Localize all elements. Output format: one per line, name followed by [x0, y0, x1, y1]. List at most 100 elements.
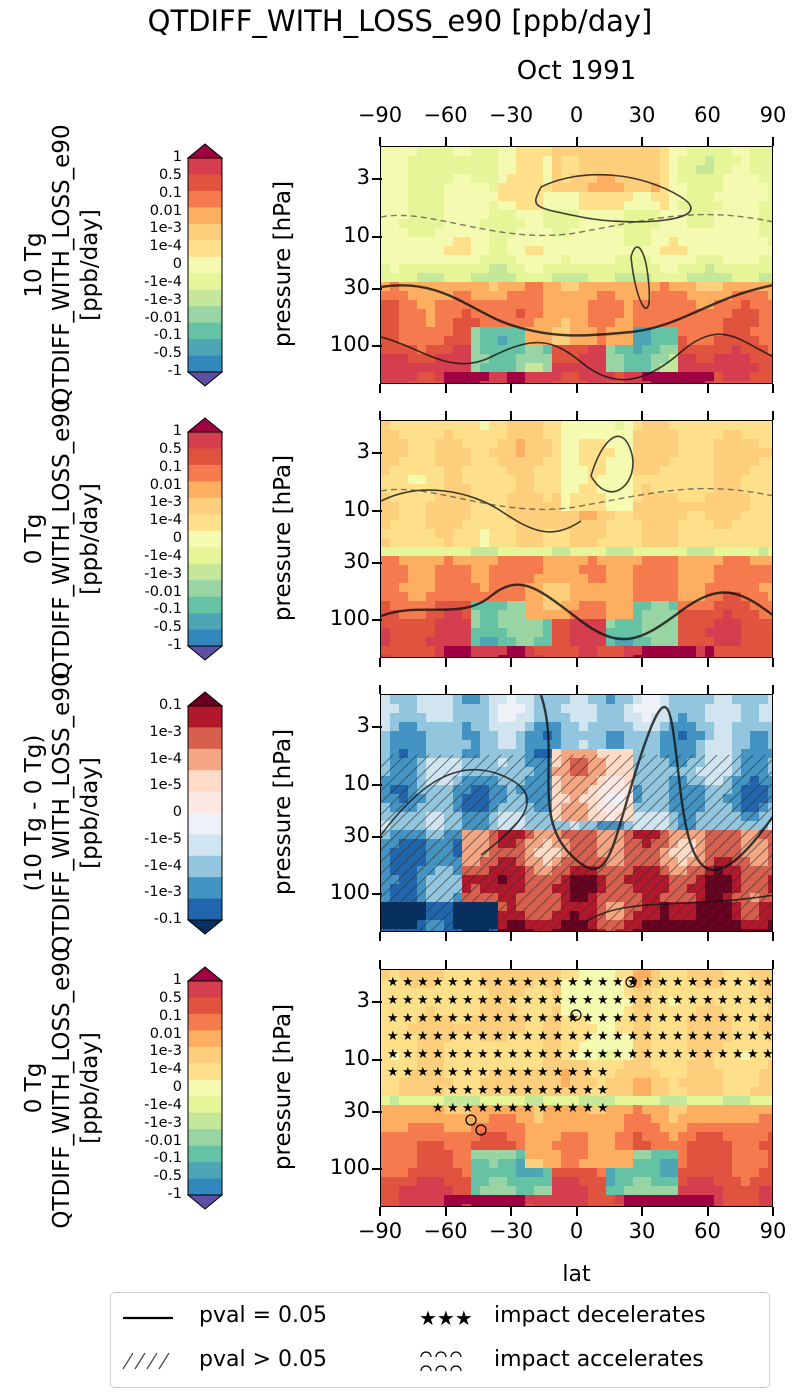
panel-2-y-tick-mark-3	[372, 619, 382, 622]
panel-2-colorbar-tick-7: -1e-4	[144, 547, 182, 564]
panel-4-x-tick-mark-top-5	[706, 960, 709, 969]
panel-2-x-tick-mark-bot-1	[444, 658, 447, 667]
panel-2-x-tick-mark-bot-5	[706, 658, 709, 667]
panel-2-y-tick-mark-2	[372, 561, 382, 564]
legend-label-accelerates: impact accelerates	[494, 1347, 704, 1372]
legend-circles-symbol	[420, 1351, 462, 1372]
panel-3-colorbar-tick-4: 0	[172, 804, 182, 820]
panel-2-colorbar-tick-4: 1e-3	[149, 494, 182, 511]
panel-1-row-label-line-2: [ppb/day]	[77, 209, 103, 321]
panel-4-x-tick-mark-bot-4	[641, 1207, 643, 1216]
panel-3-colorbar-tick-2: 1e-4	[149, 750, 182, 767]
panel-1-x-tick-mark-top-0	[379, 137, 381, 146]
panel-3-y-tick-mark-0	[372, 726, 382, 729]
figure-title: QTDIFF_WITH_LOSS_e90 [ppb/day]	[147, 4, 653, 38]
panel-3-x-tick-mark-top-0	[379, 685, 381, 694]
panel-2-colorbar-tick-11: -0.5	[153, 619, 182, 636]
panel-4-x-tick-mark-top-6	[772, 960, 774, 969]
panel-1-colorbar-tick-5: 1e-4	[149, 238, 182, 255]
legend: ★★★ pval = 0.05 pval > 0.05 impact decel…	[110, 1292, 770, 1388]
panel-4-x-tick-mark-bot-2	[510, 1207, 512, 1216]
panel-2-field	[381, 421, 772, 657]
panel-4-colorbar-tick-4: 1e-3	[149, 1043, 182, 1060]
panel-1-colorbar-tick-4: 1e-3	[149, 220, 182, 237]
panel-4-x-tick-mark-bot-5	[706, 1207, 709, 1216]
panel-2-x-tick-mark-top-3	[575, 411, 578, 420]
panel-3-colorbar-tick-5: -1e-5	[144, 830, 182, 847]
panel-3-colorbar-tick-7: -1e-3	[144, 884, 182, 901]
panel-1-x-tick-mark-bot-1	[444, 384, 447, 393]
panel-3-x-tick-mark-bot-1	[444, 932, 447, 941]
panel-4-y-tick-mark-1	[372, 1058, 382, 1061]
panel-2-colorbar-tick-12: -1	[167, 637, 182, 653]
panel-2-row-label-line-2: [ppb/day]	[77, 483, 103, 595]
panel-4-x-tick-2: −30	[488, 1219, 534, 1243]
legend-label-decelerates: impact decelerates	[494, 1303, 706, 1328]
panel-3-row-label-line-0: (10 Tg - 0 Tg)	[21, 734, 47, 892]
panel-2-y-tick-2: 30	[343, 548, 370, 573]
panel-2-colorbar-tick-5: 1e-4	[149, 512, 182, 529]
panel-1-colorbar	[187, 143, 223, 387]
panel-3-x-tick-mark-top-4	[641, 685, 643, 694]
panel-1-x-tick-1: −60	[423, 103, 468, 127]
panel-4-x-tick-3: 0	[569, 1219, 584, 1243]
panel-1-plot-area	[380, 146, 773, 384]
panel-2-x-tick-mark-top-0	[379, 411, 381, 420]
panel-3-x-tick-mark-top-3	[575, 685, 578, 694]
panel-2-colorbar-tick-9: -0.01	[144, 583, 182, 600]
panel-4-x-tick-mark-top-2	[510, 960, 512, 969]
panel-2-row-label-line-1: QTDIFF_WITH_LOSS_e90	[49, 398, 75, 680]
panel-1-field	[381, 147, 772, 383]
panel-2-y-tick-mark-0	[372, 452, 382, 455]
panel-2-y-tick-0: 3	[356, 439, 370, 464]
panel-1-colorbar-tick-9: -0.01	[144, 309, 182, 326]
panel-4-x-tick-mark-top-1	[444, 960, 447, 969]
panel-4-colorbar-tick-11: -0.5	[153, 1168, 182, 1185]
panel-1-colorbar-tick-6: 0	[172, 256, 182, 272]
panel-2-plot-area	[380, 420, 773, 658]
panel-1-x-tick-mark-bot-2	[510, 384, 512, 393]
panel-1-x-tick-mark-bot-4	[641, 384, 643, 393]
panel-2-colorbar-tick-3: 0.01	[149, 476, 182, 493]
panel-4-y-tick-mark-2	[372, 1110, 382, 1113]
panel-1-x-tick-0: −90	[357, 103, 403, 127]
panel-4-colorbar-tick-10: -0.1	[153, 1150, 182, 1167]
panel-4-x-tick-mark-bot-6	[772, 1207, 774, 1216]
panel-2-colorbar	[187, 417, 223, 661]
x-axis-label: lat	[562, 1262, 591, 1287]
panel-3-colorbar-tick-6: -1e-4	[144, 857, 182, 874]
panel-2-y-tick-3: 100	[329, 606, 370, 631]
panel-1-x-tick-mark-top-4	[641, 137, 643, 146]
panel-2-colorbar-tick-1: 0.5	[158, 440, 182, 457]
panel-2-y-axis-label: pressure [hPa]	[270, 454, 296, 622]
panel-4-colorbar-tick-7: -1e-4	[144, 1096, 182, 1113]
panel-3-row-label: (10 Tg - 0 Tg) QTDIFF_WITH_LOSS_e90 [ppb/d…	[20, 663, 104, 963]
panel-3-colorbar-tick-1: 1e-3	[149, 723, 182, 740]
panel-3-y-tick-1: 10	[343, 770, 370, 795]
panel-2-x-tick-mark-bot-4	[641, 658, 643, 667]
panel-1-colorbar-tick-10: -0.1	[153, 327, 182, 344]
legend-symbols: ★★★	[122, 1306, 473, 1372]
panel-4-x-tick-mark-bot-0	[379, 1207, 381, 1216]
panel-2-x-tick-mark-top-5	[706, 411, 709, 420]
panel-2-y-tick-1: 10	[343, 496, 370, 521]
panel-1-x-tick-3: 0	[569, 103, 584, 127]
panel-4-x-tick-5: 60	[694, 1219, 721, 1243]
panel-4-colorbar-tick-3: 0.01	[149, 1025, 182, 1042]
panel-3-x-tick-mark-bot-5	[706, 932, 709, 941]
panel-4-x-tick-0: −90	[357, 1219, 403, 1243]
panel-1-x-tick-mark-bot-5	[706, 384, 709, 393]
panel-3-field	[381, 695, 772, 931]
panel-1-x-tick-mark-top-5	[706, 137, 709, 146]
panel-3-x-tick-mark-bot-6	[772, 932, 774, 941]
legend-label-pval-line: pval = 0.05	[199, 1303, 327, 1328]
panel-2-x-tick-mark-bot-2	[510, 658, 512, 667]
panel-1-colorbar-tick-12: -1	[167, 363, 182, 379]
panel-3-x-tick-mark-bot-2	[510, 932, 512, 941]
panel-1-y-tick-mark-0	[372, 178, 382, 181]
panel-2-colorbar-tick-0: 1	[172, 423, 182, 439]
panel-4-row-label: 0 Tg QTDIFF_WITH_LOSS_e90 [ppb/day]	[20, 938, 104, 1238]
panel-2-colorbar-tick-6: 0	[172, 530, 182, 546]
panel-4-y-tick-mark-3	[372, 1168, 382, 1171]
panel-3-colorbar	[187, 691, 223, 935]
